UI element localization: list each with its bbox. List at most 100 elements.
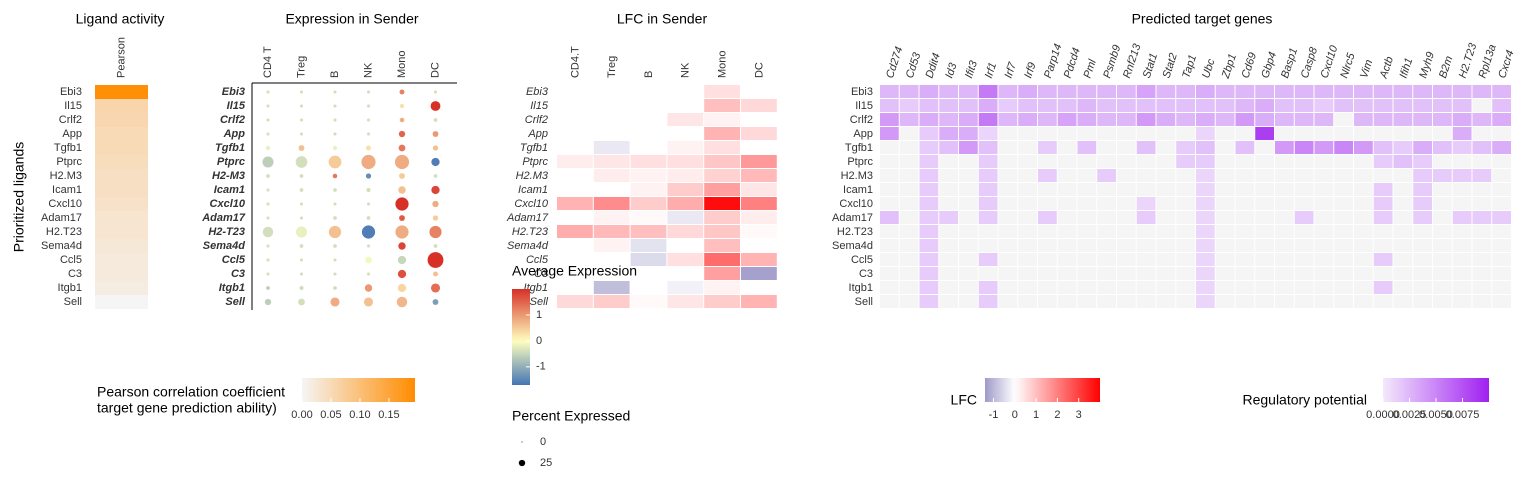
heatmap-cell bbox=[1413, 239, 1432, 252]
heatmap-cell bbox=[939, 239, 958, 252]
heatmap-cell bbox=[95, 99, 148, 113]
heatmap-cell bbox=[741, 141, 777, 154]
colorbar-tick-label: 1 bbox=[1033, 409, 1039, 421]
heatmap-cell bbox=[1334, 281, 1353, 294]
heatmap-cell bbox=[1452, 141, 1472, 154]
heatmap-cell bbox=[1176, 239, 1195, 252]
heatmap-cell bbox=[939, 197, 958, 210]
dot bbox=[333, 188, 337, 192]
heatmap-cell bbox=[1472, 127, 1492, 140]
heatmap-cell bbox=[1452, 113, 1472, 126]
column-label: Stat2 bbox=[1161, 52, 1180, 80]
heatmap-cell bbox=[959, 281, 978, 294]
heatmap-cell bbox=[1215, 253, 1235, 266]
column-label: Treg bbox=[606, 56, 618, 78]
heatmap-cell bbox=[1393, 99, 1413, 112]
heatmap-cell bbox=[1038, 239, 1057, 252]
dot bbox=[333, 258, 337, 262]
heatmap-cell bbox=[1275, 169, 1294, 182]
heatmap-cell bbox=[630, 281, 667, 294]
heatmap-cell bbox=[1117, 113, 1136, 126]
heatmap-cell bbox=[1393, 295, 1413, 308]
row-label: Adam17 bbox=[832, 212, 873, 224]
row-label: Il15 bbox=[530, 100, 549, 112]
heatmap-cell bbox=[1018, 141, 1037, 154]
heatmap-cell bbox=[1354, 113, 1373, 126]
heatmap-cell bbox=[959, 99, 978, 112]
heatmap-cell bbox=[1117, 281, 1136, 294]
heatmap-cell bbox=[1413, 281, 1432, 294]
heatmap-cell bbox=[1038, 253, 1057, 266]
heatmap-cell bbox=[978, 127, 998, 140]
heatmap-cell bbox=[1314, 295, 1334, 308]
heatmap-cell bbox=[1334, 169, 1353, 182]
heatmap-cell bbox=[1057, 225, 1077, 238]
row-label: Crlf2 bbox=[525, 114, 548, 126]
row-label: C3 bbox=[859, 268, 873, 280]
heatmap-cell bbox=[630, 295, 667, 308]
heatmap-cell bbox=[1393, 85, 1413, 98]
heatmap-cell bbox=[1018, 281, 1037, 294]
heatmap-cell bbox=[1413, 197, 1432, 210]
heatmap-cell bbox=[880, 211, 899, 224]
row-label: Tgfb1 bbox=[520, 142, 548, 154]
heatmap-cell bbox=[1294, 295, 1314, 308]
heatmap-cell bbox=[1077, 183, 1097, 196]
heatmap-cell bbox=[998, 253, 1018, 266]
heatmap-cell bbox=[1038, 281, 1057, 294]
heatmap-cell bbox=[1393, 183, 1413, 196]
dot bbox=[398, 144, 406, 152]
column-label: Cd69 bbox=[1240, 51, 1260, 80]
heatmap-cell bbox=[557, 253, 593, 266]
heatmap-cell bbox=[593, 183, 630, 196]
heatmap-cell bbox=[939, 169, 958, 182]
heatmap-cell bbox=[630, 225, 667, 238]
heatmap-cell bbox=[1433, 113, 1452, 126]
dot bbox=[427, 252, 444, 268]
heatmap-cell bbox=[880, 183, 899, 196]
heatmap-cell bbox=[1215, 85, 1235, 98]
dot bbox=[299, 285, 304, 291]
heatmap-cell bbox=[95, 225, 148, 239]
heatmap-cell bbox=[741, 295, 777, 308]
heatmap-cell bbox=[1077, 267, 1097, 280]
heatmap-cell bbox=[704, 155, 740, 168]
heatmap-cell bbox=[667, 85, 704, 98]
column-label: Gbp4 bbox=[1259, 51, 1279, 80]
row-label: Ebi3 bbox=[526, 86, 549, 98]
colorbar bbox=[302, 378, 415, 402]
heatmap-cell bbox=[978, 99, 998, 112]
heatmap-cell bbox=[1294, 211, 1314, 224]
heatmap-cell bbox=[1255, 113, 1274, 126]
dot bbox=[433, 174, 438, 178]
heatmap-cell bbox=[1156, 127, 1176, 140]
heatmap-cell bbox=[1215, 295, 1235, 308]
heatmap-cell bbox=[1097, 225, 1116, 238]
heatmap-cell bbox=[899, 225, 919, 238]
heatmap-cell bbox=[880, 225, 899, 238]
dot bbox=[366, 244, 371, 248]
heatmap-cell bbox=[880, 281, 899, 294]
heatmap-cell bbox=[1334, 225, 1353, 238]
heatmap-cell bbox=[1097, 85, 1116, 98]
heatmap-cell bbox=[1472, 141, 1492, 154]
heatmap-cell bbox=[1294, 197, 1314, 210]
heatmap-cell bbox=[1097, 281, 1116, 294]
heatmap-cell bbox=[1038, 127, 1057, 140]
heatmap-cell bbox=[1373, 169, 1393, 182]
column-label: B bbox=[643, 71, 655, 78]
heatmap-cell bbox=[1433, 155, 1452, 168]
heatmap-cell bbox=[704, 211, 740, 224]
heatmap-cell bbox=[1215, 169, 1235, 182]
heatmap-cell bbox=[1373, 155, 1393, 168]
heatmap-cell bbox=[1314, 113, 1334, 126]
heatmap-cell bbox=[959, 211, 978, 224]
heatmap-cell bbox=[630, 197, 667, 210]
heatmap-cell bbox=[1433, 99, 1452, 112]
heatmap-cell bbox=[1413, 211, 1432, 224]
heatmap-cell bbox=[1314, 253, 1334, 266]
heatmap-cell bbox=[593, 281, 630, 294]
heatmap-cell bbox=[1492, 169, 1511, 182]
heatmap-cell bbox=[1038, 183, 1057, 196]
heatmap-cell bbox=[1196, 281, 1215, 294]
